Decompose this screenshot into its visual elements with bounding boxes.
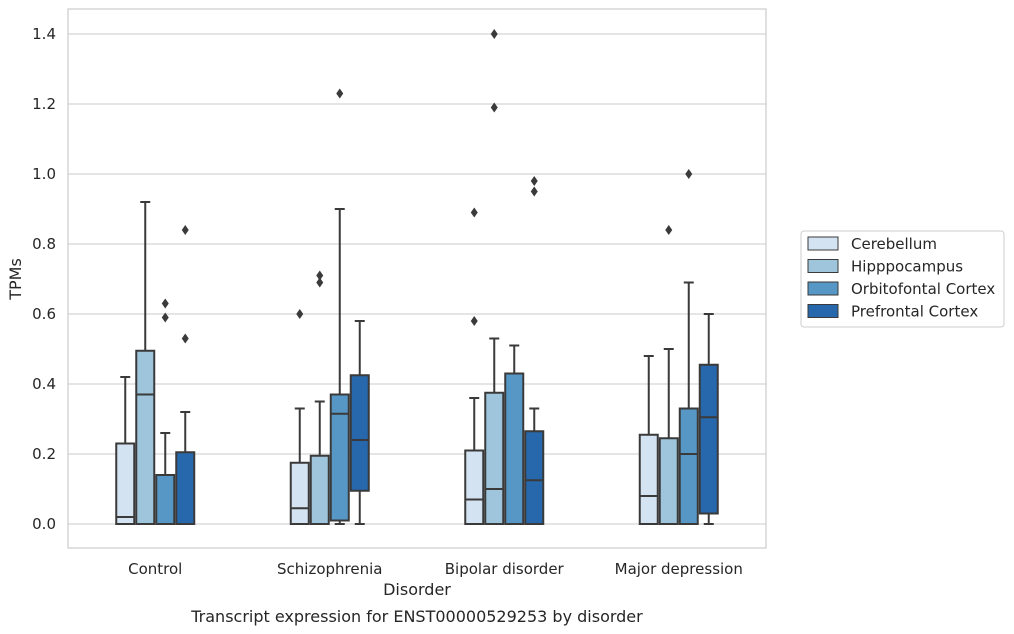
figure-caption: Transcript expression for ENST0000052925… (190, 607, 643, 626)
box (135, 349, 156, 525)
box-group (329, 88, 350, 525)
x-axis-title: Disorder (383, 580, 451, 599)
box-group (309, 270, 330, 525)
x-axis-ticks: Control Schizophrenia Bipolar disorder Majo… (128, 560, 743, 578)
box-group (524, 176, 545, 525)
y-tick-label: 1.2 (32, 95, 56, 113)
y-tick-label: 0.2 (32, 445, 56, 463)
outlier-point (316, 270, 324, 281)
box (329, 393, 350, 522)
box (175, 451, 196, 525)
y-tick-label: 0.4 (32, 375, 56, 393)
outlier-point (530, 186, 538, 197)
outlier-point (490, 29, 498, 39)
outlier-point (296, 309, 304, 319)
box (678, 407, 699, 525)
outlier-point (336, 88, 344, 99)
box-group (678, 169, 699, 525)
box (115, 442, 136, 525)
outlier-point (685, 169, 693, 179)
legend-label: Prefrontal Cortex (851, 303, 978, 321)
outlier-point (161, 298, 169, 309)
y-tick-label: 0.0 (32, 515, 56, 533)
box-group (504, 344, 525, 525)
box-group (464, 207, 485, 525)
legend-label: Orbitofontal Cortex (851, 280, 995, 298)
x-tick-label: Schizophrenia (277, 560, 382, 578)
box (524, 430, 545, 525)
outlier-point (161, 312, 169, 323)
y-tick-label: 0.8 (32, 235, 56, 253)
legend-swatch (807, 236, 839, 251)
box (289, 461, 310, 525)
outlier-point (470, 207, 478, 218)
box (484, 391, 505, 525)
y-axis-title: TPMs (6, 258, 25, 301)
legend-swatch (807, 281, 839, 296)
box-group (135, 201, 156, 525)
box-group (289, 309, 310, 525)
box-group (349, 320, 370, 525)
outlier-point (181, 225, 189, 235)
outlier-point (665, 225, 673, 235)
box-group (698, 313, 719, 525)
box-group (155, 298, 176, 525)
box (698, 363, 719, 515)
legend-swatch (807, 259, 839, 273)
box-groups (115, 29, 719, 525)
outlier-point (530, 176, 538, 186)
outlier-point (470, 316, 478, 326)
x-tick-label: Control (128, 560, 182, 578)
box-group (175, 225, 196, 525)
legend-frame (800, 230, 1005, 328)
y-tick-label: 1.4 (32, 25, 56, 43)
outlier-point (316, 277, 324, 288)
box (309, 454, 330, 525)
y-tick-label: 0.6 (32, 305, 56, 323)
legend-swatch (807, 304, 839, 318)
box-group (484, 29, 505, 525)
legend-label: Hipppocampus (851, 258, 963, 276)
box (464, 449, 485, 525)
outlier-point (181, 333, 189, 344)
box-group (115, 376, 136, 525)
x-tick-label: Major depression (615, 560, 743, 578)
outlier-point (490, 102, 498, 113)
y-axis-ticks: 0.0 0.2 0.4 0.6 0.8 1.0 1.2 1.4 (32, 25, 56, 533)
plot-frame (67, 8, 767, 549)
x-tick-label: Bipolar disorder (445, 560, 565, 578)
legend-label: Cerebellum (851, 235, 937, 253)
box (504, 372, 525, 525)
box (155, 474, 176, 525)
box-group (638, 355, 659, 525)
box-group (658, 225, 679, 525)
box (349, 374, 370, 492)
legend: Cerebellum Hipppocampus Orbitofontal Corte… (800, 230, 1005, 328)
box (638, 433, 659, 525)
y-tick-label: 1.0 (32, 165, 56, 183)
box (658, 437, 679, 525)
